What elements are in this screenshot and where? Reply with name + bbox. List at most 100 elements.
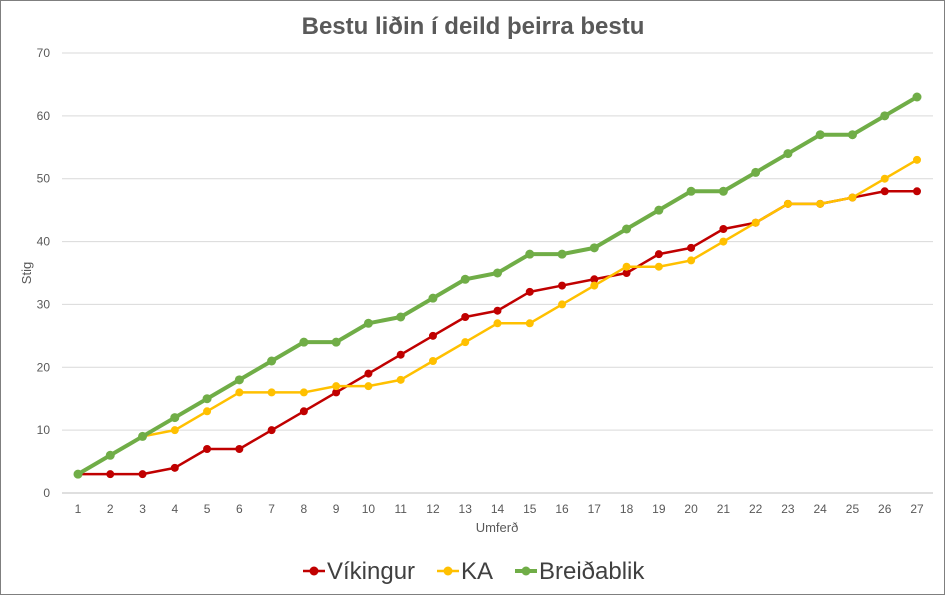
x-tick-label: 1 [75, 502, 82, 516]
data-point [719, 237, 728, 246]
x-tick-label: 6 [236, 502, 243, 516]
data-point [138, 431, 148, 441]
data-point [622, 224, 632, 234]
data-point [558, 281, 567, 290]
data-point [396, 375, 405, 384]
data-point [105, 450, 115, 460]
y-tick-label: 30 [37, 297, 51, 311]
data-point [428, 293, 438, 303]
x-tick-label: 14 [491, 502, 505, 516]
x-tick-label: 13 [459, 502, 473, 516]
y-tick-label: 40 [37, 235, 51, 249]
x-tick-label: 7 [268, 502, 275, 516]
x-tick-label: 26 [878, 502, 892, 516]
data-point [170, 413, 180, 423]
legend-label: Víkingur [327, 558, 415, 585]
gridlines [62, 52, 933, 431]
data-point [331, 337, 341, 347]
x-tick-label: 18 [620, 502, 634, 516]
data-point [363, 318, 373, 328]
data-point [718, 186, 728, 196]
data-point [525, 319, 534, 328]
data-point [364, 382, 373, 391]
legend-label: Breiðablik [539, 558, 645, 585]
data-point [590, 275, 599, 284]
x-tick-label: 25 [846, 502, 860, 516]
x-tick-label: 12 [426, 502, 440, 516]
data-point [847, 130, 857, 140]
y-tick-label: 0 [43, 486, 50, 500]
x-tick-label: 27 [910, 502, 924, 516]
data-point [912, 92, 922, 102]
data-point [234, 375, 244, 385]
data-point [106, 470, 115, 479]
data-point [880, 111, 890, 121]
data-point [558, 300, 567, 309]
x-tick-label: 9 [333, 502, 340, 516]
data-point [267, 356, 277, 366]
x-tick-label: 4 [171, 502, 178, 516]
data-point [687, 256, 696, 265]
data-point [235, 445, 244, 453]
x-tick-label: 2 [107, 502, 114, 516]
data-point [589, 243, 599, 253]
data-point [686, 186, 696, 196]
data-point [461, 338, 470, 347]
data-point [622, 269, 631, 277]
x-tick-label: 16 [555, 502, 569, 516]
x-axis-ticks: 1 2 3 4 5 6 7 8 9 10 11 12 13 14 15 16 17 18 19 20 21 22 23 24 2… [75, 502, 924, 516]
data-point [267, 426, 276, 435]
data-point [654, 205, 664, 215]
y-tick-label: 20 [37, 360, 51, 374]
data-point [654, 250, 663, 259]
x-tick-label: 3 [139, 502, 146, 516]
legend-item: KA [437, 558, 493, 585]
data-point [364, 369, 373, 378]
data-point [815, 130, 825, 140]
legend: Víkingur KA Breiðablik [303, 558, 645, 585]
series-lines [73, 92, 922, 479]
legend-marker [443, 566, 453, 576]
x-tick-label: 23 [781, 502, 795, 516]
data-point [460, 274, 470, 284]
x-tick-label: 19 [652, 502, 666, 516]
y-axis-ticks: 0 10 20 30 40 50 60 70 [37, 46, 51, 500]
y-axis-label: Stig [19, 262, 34, 284]
data-point [138, 470, 147, 479]
x-tick-label: 15 [523, 502, 537, 516]
data-point [332, 382, 341, 391]
legend-marker [521, 566, 531, 576]
x-tick-label: 17 [588, 502, 602, 516]
data-point [654, 262, 663, 271]
data-point [396, 312, 406, 322]
data-point [170, 463, 179, 472]
y-tick-label: 60 [37, 109, 51, 123]
x-axis-label: Umferð [476, 520, 519, 535]
series-breiðablik [73, 92, 922, 479]
data-point [816, 199, 825, 208]
data-point [880, 174, 889, 183]
series-line [77, 158, 918, 476]
data-point [880, 187, 889, 196]
data-point [751, 167, 761, 177]
data-point [73, 469, 83, 479]
data-point [428, 331, 437, 340]
data-point [396, 350, 405, 359]
data-point [751, 218, 760, 227]
data-point [170, 426, 179, 435]
x-tick-label: 8 [301, 502, 308, 516]
legend-marker [309, 566, 319, 576]
data-point [590, 281, 599, 290]
data-point [267, 388, 276, 397]
data-point [557, 249, 567, 259]
data-point [202, 394, 212, 404]
data-point [299, 337, 309, 347]
series-line [78, 190, 917, 476]
data-point [848, 193, 857, 202]
data-point [493, 306, 502, 315]
data-point [428, 357, 437, 365]
data-point [687, 243, 696, 252]
series-víkingur [74, 187, 921, 479]
